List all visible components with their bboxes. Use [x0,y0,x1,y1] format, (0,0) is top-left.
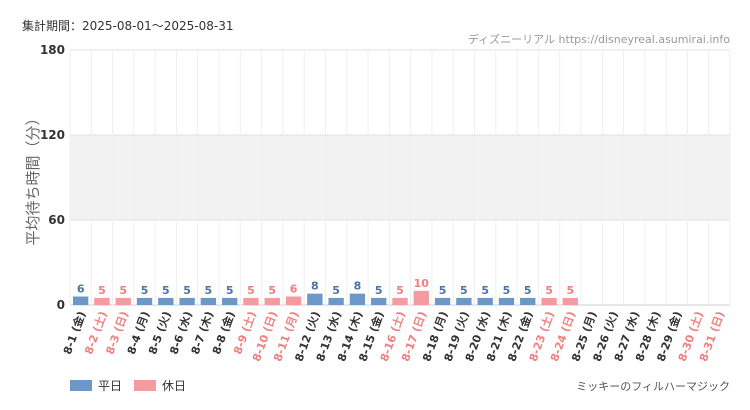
data-label: 5 [119,284,127,297]
bar [328,297,344,305]
data-label: 8 [311,280,319,293]
data-label: 5 [332,284,340,297]
data-label: 8 [354,280,362,293]
data-label: 5 [439,284,447,297]
data-label: 5 [268,284,276,297]
bar [371,297,387,305]
data-label: 5 [460,284,468,297]
period-label: 集計期間：2025-08-01～2025-08-31 [22,18,233,33]
bar [136,297,153,305]
bar [72,296,89,305]
legend-holiday-swatch [134,380,156,391]
bar [498,297,515,305]
grid-lines [69,49,731,306]
data-label: 5 [566,284,574,297]
legend-weekday-swatch [70,380,92,391]
data-label: 5 [375,284,383,297]
bar [562,297,578,305]
y-tick-label: 180 [40,43,65,57]
legend: 平日 休日 [70,379,186,393]
y-tick-label: 60 [48,213,65,227]
data-label: 6 [77,283,85,296]
data-label: 6 [290,283,298,296]
data-label: 5 [545,284,553,297]
bar [434,297,451,305]
data-label: 5 [396,284,404,297]
bar [179,297,195,305]
data-label: 5 [226,284,234,297]
bar [349,293,366,305]
bar [520,297,536,305]
bar [115,297,131,305]
bar [264,297,280,305]
data-label: 5 [141,284,149,297]
data-label: 5 [183,284,191,297]
legend-holiday-label: 休日 [162,379,186,393]
data-label: 5 [98,284,106,297]
bar [392,297,408,305]
plot-background [70,135,730,220]
data-label: 5 [481,284,489,297]
data-label: 5 [205,284,213,297]
y-axis-ticks: 0 60 120 180 [40,43,65,312]
bar [200,297,217,305]
plot-band [70,135,730,220]
bar [158,297,174,305]
data-label: 10 [414,277,430,290]
bar [477,297,493,305]
bar [456,297,472,305]
bar [541,297,557,305]
attraction-name: ミッキーのフィルハーマジック [576,380,730,393]
y-tick-label: 0 [57,298,65,312]
data-label: 5 [247,284,255,297]
bar [413,290,429,305]
data-label: 5 [503,284,511,297]
data-label: 5 [162,284,170,297]
site-credit: ディズニーリアル https://disneyreal.asumirai.inf… [468,32,730,46]
y-axis-label: 平均待ち時間（分） [24,110,42,245]
bar [307,293,323,305]
data-label: 5 [524,284,532,297]
x-axis-ticks: 8-1 (金)8-2 (土)8-3 (日)8-4 (月)8-5 (火)8-6 (… [60,309,727,363]
bar [243,297,259,305]
y-tick-label: 120 [40,128,65,142]
legend-weekday-label: 平日 [98,379,122,393]
bar [222,297,238,305]
bar [94,297,110,305]
bar [285,296,302,305]
bars [72,290,578,305]
